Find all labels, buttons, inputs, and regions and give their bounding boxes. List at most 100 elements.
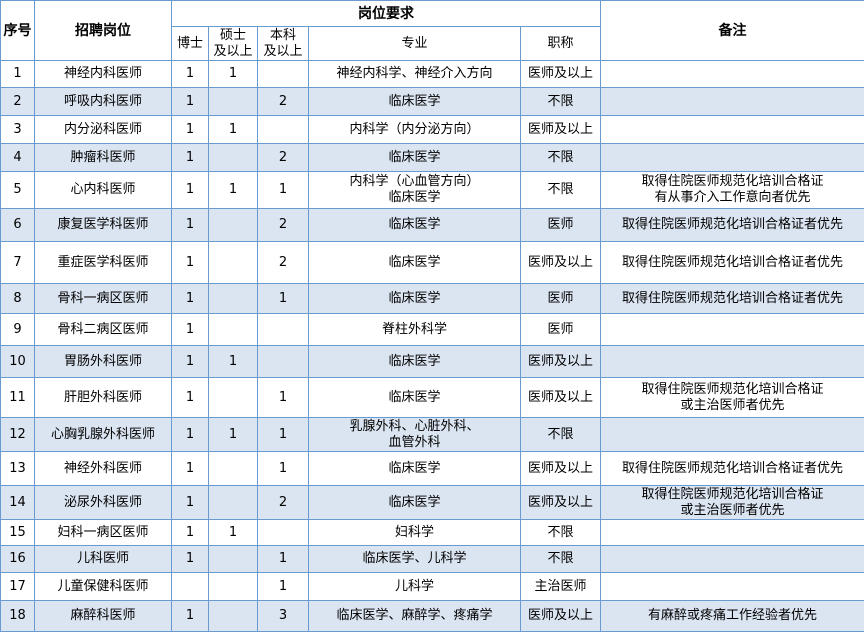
cell-no[interactable]: 15 [1,520,35,546]
cell-note[interactable] [601,314,864,346]
cell-note[interactable] [601,61,864,88]
cell-title[interactable]: 医师及以上 [521,486,601,520]
cell-title[interactable]: 不限 [521,172,601,209]
cell-major[interactable]: 临床医学 [309,452,521,486]
cell-note[interactable]: 取得住院医师规范化培训合格证 或主治医师者优先 [601,486,864,520]
cell-major[interactable]: 临床医学 [309,144,521,172]
cell-title[interactable]: 主治医师 [521,573,601,601]
cell-major[interactable]: 乳腺外科、心脏外科、 血管外科 [309,418,521,452]
cell-no[interactable]: 11 [1,378,35,418]
cell-no[interactable]: 10 [1,346,35,378]
cell-bachelor[interactable]: 1 [258,378,309,418]
cell-no[interactable]: 5 [1,172,35,209]
cell-master[interactable]: 1 [209,116,258,144]
cell-note[interactable] [601,520,864,546]
cell-position[interactable]: 康复医学科医师 [35,209,172,242]
cell-no[interactable]: 4 [1,144,35,172]
cell-major[interactable]: 临床医学 [309,242,521,284]
cell-no[interactable]: 12 [1,418,35,452]
cell-position[interactable]: 重症医学科医师 [35,242,172,284]
cell-title[interactable]: 医师 [521,284,601,314]
cell-position[interactable]: 肿瘤科医师 [35,144,172,172]
cell-bachelor[interactable] [258,346,309,378]
cell-phd[interactable]: 1 [172,284,209,314]
cell-major[interactable]: 临床医学 [309,284,521,314]
cell-bachelor[interactable]: 1 [258,452,309,486]
cell-bachelor[interactable]: 2 [258,242,309,284]
cell-no[interactable]: 17 [1,573,35,601]
cell-no[interactable]: 7 [1,242,35,284]
cell-major[interactable]: 临床医学 [309,346,521,378]
cell-position[interactable]: 心内科医师 [35,172,172,209]
cell-position[interactable]: 肝胆外科医师 [35,378,172,418]
cell-major[interactable]: 临床医学、儿科学 [309,546,521,573]
cell-major[interactable]: 临床医学 [309,88,521,116]
cell-note[interactable] [601,346,864,378]
cell-master[interactable] [209,209,258,242]
cell-no[interactable]: 13 [1,452,35,486]
cell-position[interactable]: 呼吸内科医师 [35,88,172,116]
cell-major[interactable]: 妇科学 [309,520,521,546]
cell-major[interactable]: 神经内科学、神经介入方向 [309,61,521,88]
cell-note[interactable]: 取得住院医师规范化培训合格证者优先 [601,452,864,486]
cell-bachelor[interactable]: 2 [258,144,309,172]
cell-phd[interactable]: 1 [172,486,209,520]
cell-note[interactable]: 取得住院医师规范化培训合格证者优先 [601,242,864,284]
cell-position[interactable]: 麻醉科医师 [35,601,172,632]
cell-phd[interactable]: 1 [172,314,209,346]
cell-bachelor[interactable] [258,520,309,546]
cell-master[interactable] [209,144,258,172]
cell-note[interactable] [601,546,864,573]
cell-major[interactable]: 临床医学 [309,378,521,418]
cell-position[interactable]: 儿童保健科医师 [35,573,172,601]
cell-note[interactable]: 取得住院医师规范化培训合格证 或主治医师者优先 [601,378,864,418]
cell-bachelor[interactable]: 1 [258,573,309,601]
cell-bachelor[interactable]: 3 [258,601,309,632]
cell-no[interactable]: 18 [1,601,35,632]
cell-position[interactable]: 儿科医师 [35,546,172,573]
cell-title[interactable]: 不限 [521,88,601,116]
cell-phd[interactable]: 1 [172,546,209,573]
cell-note[interactable]: 取得住院医师规范化培训合格证者优先 [601,284,864,314]
cell-title[interactable]: 医师 [521,314,601,346]
cell-phd[interactable]: 1 [172,452,209,486]
cell-note[interactable] [601,144,864,172]
cell-master[interactable] [209,452,258,486]
cell-note[interactable]: 取得住院医师规范化培训合格证者优先 [601,209,864,242]
cell-title[interactable]: 不限 [521,144,601,172]
cell-bachelor[interactable]: 2 [258,209,309,242]
cell-note[interactable]: 有麻醉或疼痛工作经验者优先 [601,601,864,632]
cell-master[interactable] [209,242,258,284]
cell-master[interactable] [209,486,258,520]
cell-position[interactable]: 胃肠外科医师 [35,346,172,378]
cell-major[interactable]: 临床医学 [309,209,521,242]
cell-phd[interactable]: 1 [172,61,209,88]
cell-phd[interactable]: 1 [172,346,209,378]
cell-title[interactable]: 医师及以上 [521,116,601,144]
cell-note[interactable] [601,418,864,452]
cell-master[interactable] [209,314,258,346]
cell-major[interactable]: 脊柱外科学 [309,314,521,346]
cell-no[interactable]: 2 [1,88,35,116]
cell-title[interactable]: 医师及以上 [521,242,601,284]
cell-bachelor[interactable]: 2 [258,486,309,520]
cell-major[interactable]: 内科学（心血管方向） 临床医学 [309,172,521,209]
cell-no[interactable]: 3 [1,116,35,144]
cell-bachelor[interactable] [258,314,309,346]
cell-position[interactable]: 骨科二病区医师 [35,314,172,346]
cell-position[interactable]: 妇科一病区医师 [35,520,172,546]
cell-no[interactable]: 8 [1,284,35,314]
cell-note[interactable] [601,573,864,601]
cell-title[interactable]: 不限 [521,520,601,546]
cell-no[interactable]: 14 [1,486,35,520]
cell-phd[interactable]: 1 [172,144,209,172]
cell-master[interactable] [209,601,258,632]
cell-bachelor[interactable]: 1 [258,172,309,209]
cell-no[interactable]: 1 [1,61,35,88]
cell-phd[interactable] [172,573,209,601]
cell-master[interactable]: 1 [209,172,258,209]
cell-major[interactable]: 内科学（内分泌方向） [309,116,521,144]
cell-note[interactable] [601,88,864,116]
cell-position[interactable]: 泌尿外科医师 [35,486,172,520]
cell-phd[interactable]: 1 [172,378,209,418]
